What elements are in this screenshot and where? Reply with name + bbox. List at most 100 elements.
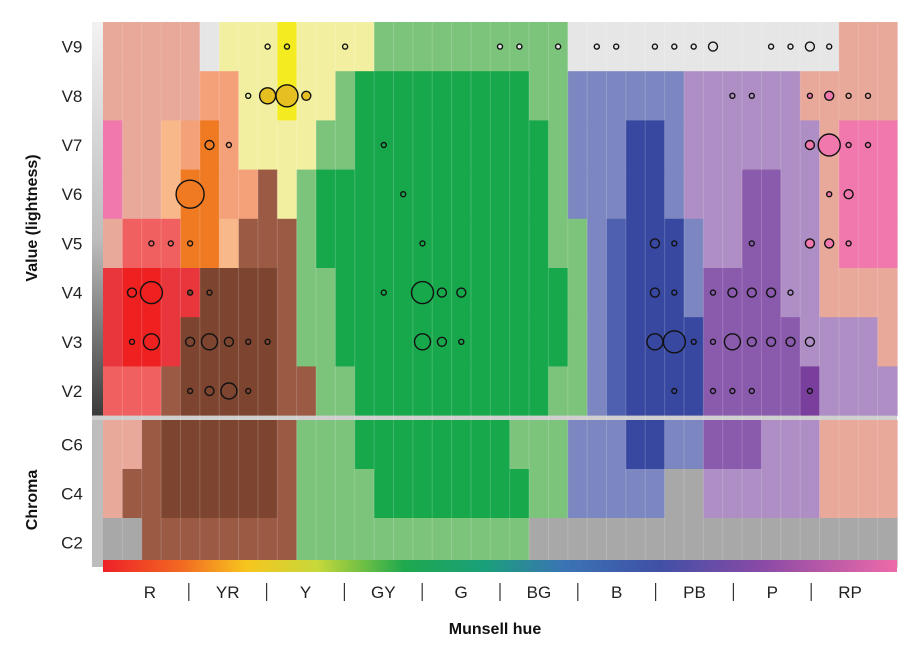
hue-tick-label: G [454,583,467,602]
value-cell [838,268,859,318]
data-point [436,336,448,347]
value-cell [393,71,414,121]
value-cell [858,169,879,220]
chroma-cell [141,420,162,470]
chroma-cell [858,518,879,568]
value-cell [838,22,859,72]
value-cell [780,71,801,121]
chroma-cell [432,518,453,568]
value-cell [509,169,530,220]
data-point [244,92,252,100]
chroma-cell [761,518,782,568]
value-cell [683,366,704,417]
value-cell [877,268,898,318]
chroma-cell [316,469,336,519]
value-cell [625,218,646,269]
chroma-cell [548,518,569,568]
data-point [258,87,277,105]
data-point [186,240,194,247]
chroma-cell [858,420,879,470]
data-point [843,188,854,200]
value-cell [354,169,375,220]
chroma-cell [316,518,336,568]
chroma-cell [509,469,530,519]
value-cell [374,22,395,72]
chroma-cell [587,420,608,470]
value-cell [877,22,898,72]
data-point [826,43,833,50]
value-cell [393,218,414,269]
value-cell [664,71,685,121]
chroma-cell [393,420,414,470]
value-cell [122,22,143,72]
data-point [864,92,872,100]
chroma-row-label: C6 [61,436,83,455]
value-cell [606,317,627,367]
value-cell [257,218,278,269]
value-row-label: V9 [62,38,83,57]
data-point [264,338,271,345]
value-cell [335,218,356,269]
value-cell [509,218,530,269]
data-point [765,287,777,298]
data-point [804,336,816,347]
value-cell [567,218,588,269]
value-cell [161,71,182,121]
chroma-cell [742,420,763,470]
chroma-row-label: C4 [61,485,83,504]
chroma-cell [819,469,840,519]
value-cell [567,268,588,318]
value-cell [567,317,588,367]
data-point [167,240,175,247]
data-point [380,289,387,296]
value-cell [587,366,608,417]
data-point [204,385,215,397]
value-cell [567,22,588,72]
value-cell [606,71,627,121]
value-cell [587,218,608,269]
chroma-cell [335,469,356,519]
data-point [746,336,757,347]
chroma-cell [490,469,511,519]
value-row-label: V8 [62,87,83,106]
value-cell [393,317,414,367]
chroma-cell [490,420,511,470]
value-cell [141,169,162,220]
data-point [341,43,349,50]
data-point [817,133,841,157]
section-divider [92,415,897,420]
data-point [516,43,523,50]
chroma-cell [587,469,608,519]
data-point [845,240,852,247]
value-cell [122,71,143,121]
value-cell [219,268,240,318]
hue-tick-label: PB [683,583,706,602]
value-cell [587,317,608,367]
value-cell [470,71,491,121]
hue-tick-label: R [144,583,156,602]
chroma-cell [838,420,859,470]
value-cell [683,71,704,121]
value-cell [122,218,143,269]
chroma-cell [180,469,201,519]
value-cell [858,366,879,417]
chroma-cell [490,518,511,568]
value-scale-bar [92,22,103,416]
value-cell [567,120,588,171]
value-cell [780,120,801,171]
data-point [142,333,161,351]
chroma-cell [683,469,704,519]
chroma-cell [238,518,259,568]
data-point [787,289,794,296]
data-point [148,240,155,247]
data-point [804,41,816,52]
value-cell [548,71,569,121]
hue-tick-label: BG [527,583,552,602]
data-point [709,387,717,395]
data-point [671,289,678,296]
data-point [380,141,387,149]
value-cell [819,317,840,367]
chroma-cell [567,469,588,519]
data-point [646,333,664,351]
chroma-cell [277,469,298,519]
